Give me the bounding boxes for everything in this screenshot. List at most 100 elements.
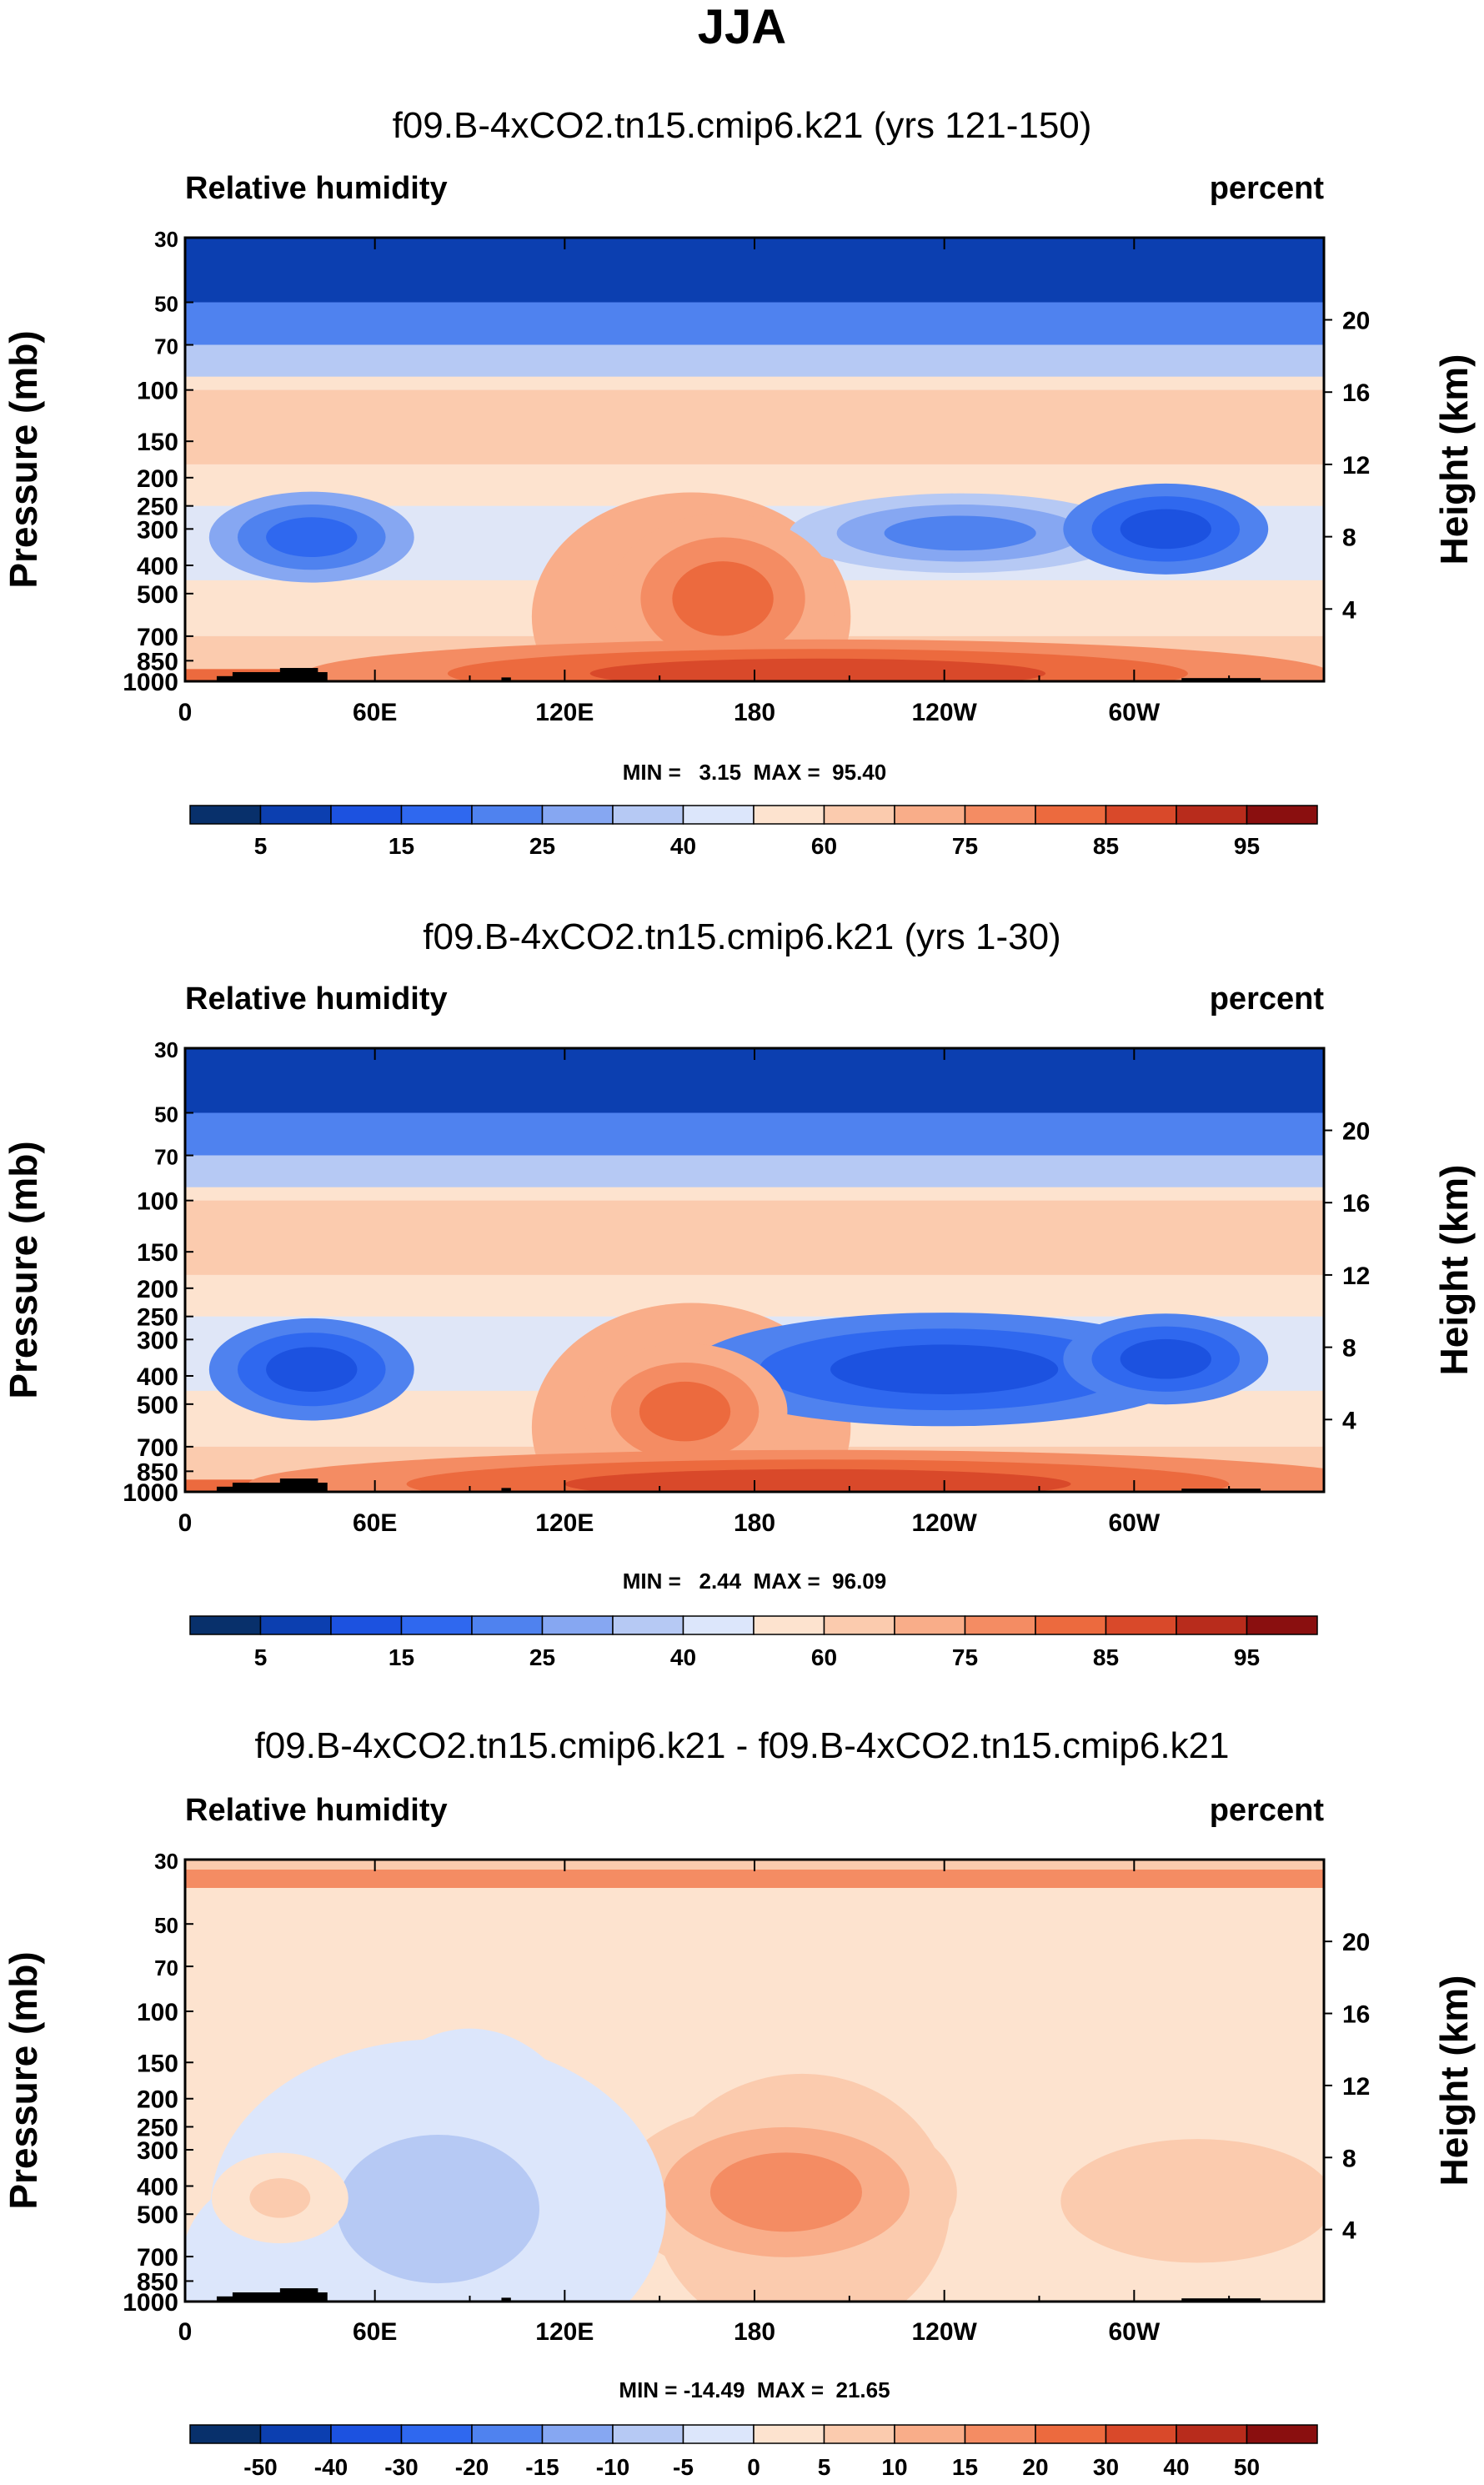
y-tick-label: 850 [137, 2268, 178, 2296]
colorbar-label: -30 [384, 2454, 418, 2480]
colorbar-label: 40 [670, 1644, 696, 1670]
colorbar-label: 10 [881, 2454, 907, 2480]
y-tick-label: 500 [137, 581, 178, 609]
units-label: percent [1210, 171, 1325, 206]
x-tick-label: 60E [353, 2318, 397, 2346]
contour-blob-core [249, 2178, 311, 2218]
x-tick-label: 180 [734, 1509, 775, 1537]
x-tick-label: 60E [353, 1509, 397, 1537]
y-right-tick-label: 8 [1342, 525, 1356, 552]
contour-blob-core [1120, 1338, 1211, 1379]
colorbar-label: 50 [1234, 2454, 1260, 2480]
colorbar-box [541, 1615, 614, 1635]
strat-band [185, 1155, 1324, 1187]
colorbar-box [541, 2424, 614, 2444]
colorbar-box [259, 805, 332, 825]
y-tick-label: 250 [137, 1304, 178, 1332]
colorbar-label: 85 [1093, 1644, 1119, 1670]
colorbar-box [541, 805, 614, 825]
colorbar-box [894, 805, 966, 825]
colorbar-box [612, 805, 684, 825]
colorbar-box [753, 2424, 825, 2444]
colorbar-label: 15 [952, 2454, 978, 2480]
y-right-tick-label: 4 [1342, 596, 1356, 624]
colorbar-box [259, 1615, 332, 1635]
plot-area [185, 1048, 1324, 1492]
colorbar-label: 60 [811, 1644, 837, 1670]
colorbar-label: 25 [529, 833, 555, 859]
contour-region [1060, 2139, 1324, 2263]
colorbar-box [471, 805, 544, 825]
colorbar-label: 75 [952, 833, 978, 859]
y-tick-label: 50 [154, 1913, 178, 1938]
y-right-tick-label: 16 [1342, 379, 1370, 407]
colorbar-box [1105, 1615, 1177, 1635]
colorbar-box [1035, 805, 1107, 825]
panel-2: f09.B-4xCO2.tn15.cmip6.k21 (yrs 1-30) Rel… [2, 916, 1476, 1670]
x-tick-label: 0 [178, 2318, 193, 2346]
colorbar-box [823, 1615, 895, 1635]
colorbar-box [471, 2424, 544, 2444]
page-title: JJA [698, 0, 786, 54]
y-tick-label: 30 [154, 1849, 178, 1874]
colorbar-label: 85 [1093, 833, 1119, 859]
y-tick-label: 400 [137, 2174, 178, 2201]
topography [501, 677, 511, 681]
contour-blob-core [1120, 509, 1211, 550]
colorbar-label: 20 [1022, 2454, 1048, 2480]
x-tick-label: 180 [734, 2318, 775, 2346]
y-axis-title: Pressure (mb) [2, 330, 45, 588]
panel-3: f09.B-4xCO2.tn15.cmip6.k21 - f09.B-4xCO2… [2, 1725, 1476, 2480]
y-tick-label: 1000 [123, 1479, 178, 1507]
colorbar-label: 5 [254, 1644, 268, 1670]
colorbar-label: 5 [254, 833, 268, 859]
colorbar-box [894, 1615, 966, 1635]
contour-blob-core [709, 2152, 863, 2232]
colorbar-box [612, 1615, 684, 1635]
units-label: percent [1210, 1793, 1325, 1828]
x-tick-label: 120W [911, 699, 977, 726]
colorbar-box [682, 805, 755, 825]
colorbar-box [259, 2424, 332, 2444]
x-tick-label: 120W [911, 2318, 977, 2346]
y-tick-label: 250 [137, 494, 178, 521]
colorbar-box [894, 2424, 966, 2444]
topography [279, 2288, 318, 2302]
y-tick-label: 100 [137, 1999, 178, 2026]
y-tick-label: 50 [154, 292, 178, 317]
colorbar-box [330, 1615, 403, 1635]
topography [1181, 2298, 1261, 2302]
y-axis-title: Pressure (mb) [2, 1951, 45, 2209]
colorbar-box [753, 805, 825, 825]
contour-band [185, 389, 1324, 464]
colorbar-box [330, 805, 403, 825]
topography [279, 668, 318, 681]
y-tick-label: 200 [137, 465, 178, 493]
colorbar-box [1105, 805, 1177, 825]
contour-band [185, 1870, 1324, 1888]
colorbar-box [612, 2424, 684, 2444]
y-tick-label: 300 [137, 516, 178, 544]
colorbar-box [682, 2424, 755, 2444]
y-tick-label: 70 [154, 1955, 178, 1980]
y-tick-label: 1000 [123, 669, 178, 696]
y-tick-label: 150 [137, 1239, 178, 1267]
colorbar-label: -40 [314, 2454, 348, 2480]
min-max-stats: MIN = -14.49 MAX = 21.65 [619, 2377, 890, 2402]
colorbar-label: 40 [1163, 2454, 1189, 2480]
contour-blob-core [672, 561, 774, 636]
y-tick-label: 400 [137, 1363, 178, 1391]
y-axis-title: Pressure (mb) [2, 1141, 45, 1398]
contour-blob-core [564, 1468, 1071, 1492]
colorbar-box [1246, 1615, 1318, 1635]
y-tick-label: 850 [137, 648, 178, 675]
variable-label: Relative humidity [185, 1793, 448, 1828]
y-right-tick-label: 4 [1342, 1407, 1356, 1434]
contour-blob-core [266, 517, 358, 557]
x-tick-label: 0 [178, 1509, 193, 1537]
y-axis-right-title: Height (km) [1432, 354, 1476, 565]
x-tick-label: 120E [535, 1509, 594, 1537]
variable-label: Relative humidity [185, 981, 448, 1017]
panel-title: f09.B-4xCO2.tn15.cmip6.k21 (yrs 121-150) [393, 105, 1092, 146]
colorbar-label: 30 [1093, 2454, 1119, 2480]
